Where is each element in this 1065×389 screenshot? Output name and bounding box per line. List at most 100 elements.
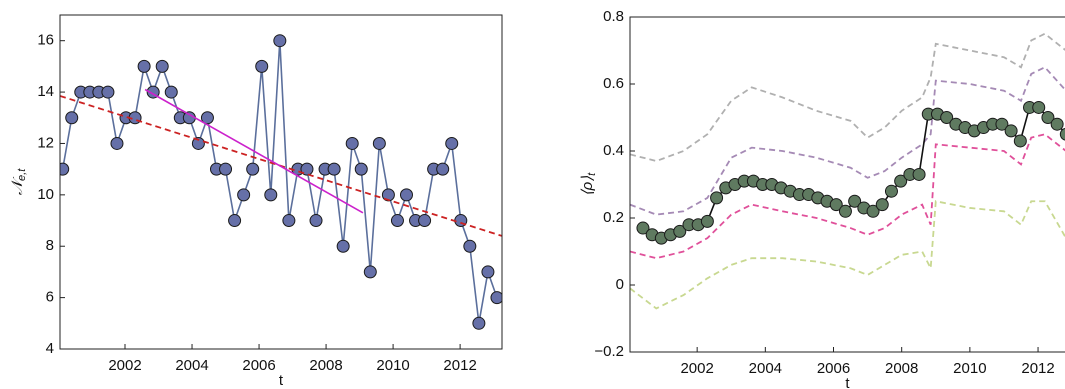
data-point — [273, 34, 287, 48]
x-tick-label: 2012 — [443, 357, 476, 374]
data-point — [264, 188, 278, 202]
data-point — [636, 221, 650, 235]
y-label-main: ⟨ρ⟩ — [579, 176, 596, 196]
data-point — [372, 136, 386, 150]
data-point — [884, 184, 898, 198]
data-point — [700, 214, 714, 228]
data-point — [848, 194, 862, 208]
data-point — [60, 162, 70, 176]
plot-area — [630, 32, 1065, 310]
y-tick-label: 8 — [46, 237, 54, 254]
data-point — [995, 117, 1009, 131]
x-tick-label: 2004 — [749, 360, 782, 377]
x-tick-label: 2012 — [1021, 360, 1054, 377]
data-point — [110, 136, 124, 150]
data-point — [390, 214, 404, 228]
series-line — [144, 88, 364, 214]
y-tick-label: 16 — [37, 32, 54, 49]
y-tick-label: 6 — [46, 289, 54, 306]
y-tick-label: 0.6 — [603, 75, 624, 92]
data-point — [1041, 111, 1055, 124]
y-tick-label: 0.2 — [603, 209, 624, 226]
y-tick-label: 0 — [616, 276, 624, 293]
data-point — [309, 214, 323, 228]
data-point — [418, 214, 432, 228]
data-point — [1013, 134, 1027, 148]
data-point — [300, 162, 314, 176]
data-point — [255, 59, 269, 73]
x-axis-label: t — [279, 372, 284, 389]
axes-box — [59, 14, 503, 350]
data-point — [481, 265, 495, 279]
data-point — [101, 85, 115, 99]
x-tick-label: 2008 — [309, 357, 342, 374]
data-point — [327, 162, 341, 176]
data-point — [1059, 127, 1065, 141]
x-tick-label: 2008 — [885, 360, 918, 377]
panel: 4 6 8 10 12 14 16 2002 2004 2006 2008 2010 2012 t 𝒩e,t — [9, 14, 503, 389]
y-tick-label: 4 — [46, 340, 54, 357]
data-point — [1004, 124, 1018, 138]
data-point — [940, 111, 954, 124]
data-point — [866, 204, 880, 218]
x-tick-label: 2002 — [680, 360, 713, 377]
data-point — [200, 111, 214, 125]
x-tick-label: 2004 — [175, 357, 208, 374]
y-tick-label: 12 — [37, 134, 54, 151]
data-point — [65, 111, 79, 125]
data-point — [463, 239, 477, 253]
data-point — [164, 85, 178, 99]
x-tick-label: 2010 — [953, 360, 986, 377]
data-point — [237, 188, 251, 202]
data-point — [1050, 117, 1064, 131]
y-tick-label: −0.2 — [594, 343, 624, 360]
data-point — [219, 162, 233, 176]
data-point — [912, 167, 926, 181]
data-point — [1032, 100, 1046, 114]
y-label-sub: e,t — [16, 168, 28, 181]
y-label-sub: t — [586, 172, 598, 176]
data-point — [345, 136, 359, 150]
y-tick-label: 10 — [37, 186, 54, 203]
series-line — [630, 133, 1065, 260]
data-point — [894, 174, 908, 188]
data-point — [155, 59, 169, 73]
x-tick-label: 2010 — [376, 357, 409, 374]
x-tick-label: 2006 — [817, 360, 850, 377]
y-tick-label: 14 — [37, 83, 54, 100]
series-line — [630, 66, 1065, 216]
panel: −0.2 0 0.2 0.4 0.6 0.8 2002 2004 2006 2008 2010 201… — [579, 8, 1065, 389]
data-point — [436, 162, 450, 176]
data-point — [490, 291, 502, 305]
data-point — [399, 188, 413, 202]
x-tick-label: 2006 — [242, 357, 275, 374]
data-point — [445, 136, 459, 150]
data-point — [354, 162, 368, 176]
data-point — [829, 198, 843, 212]
data-point — [838, 204, 852, 218]
data-point — [472, 316, 486, 330]
data-point — [336, 239, 350, 253]
y-label-main: 𝒩 — [9, 176, 26, 195]
y-tick-label: 0.4 — [603, 142, 624, 159]
data-point — [673, 224, 687, 238]
y-axis-label: ⟨ρ⟩t — [579, 172, 598, 196]
plot-area — [60, 34, 502, 330]
y-tick-label: 0.8 — [603, 8, 624, 25]
series-line — [630, 32, 1065, 162]
data-point — [228, 214, 242, 228]
series-line — [630, 200, 1065, 310]
axes-box — [629, 16, 1065, 353]
data-point — [246, 162, 260, 176]
data-point — [710, 191, 724, 205]
series-line — [61, 40, 498, 324]
y-axis-label: 𝒩e,t — [9, 168, 28, 196]
x-tick-label: 2002 — [108, 357, 141, 374]
data-point — [137, 59, 151, 73]
data-point — [875, 198, 889, 212]
data-point — [282, 214, 296, 228]
x-axis-label: t — [845, 375, 850, 389]
data-point — [363, 265, 377, 279]
data-point — [191, 136, 205, 150]
